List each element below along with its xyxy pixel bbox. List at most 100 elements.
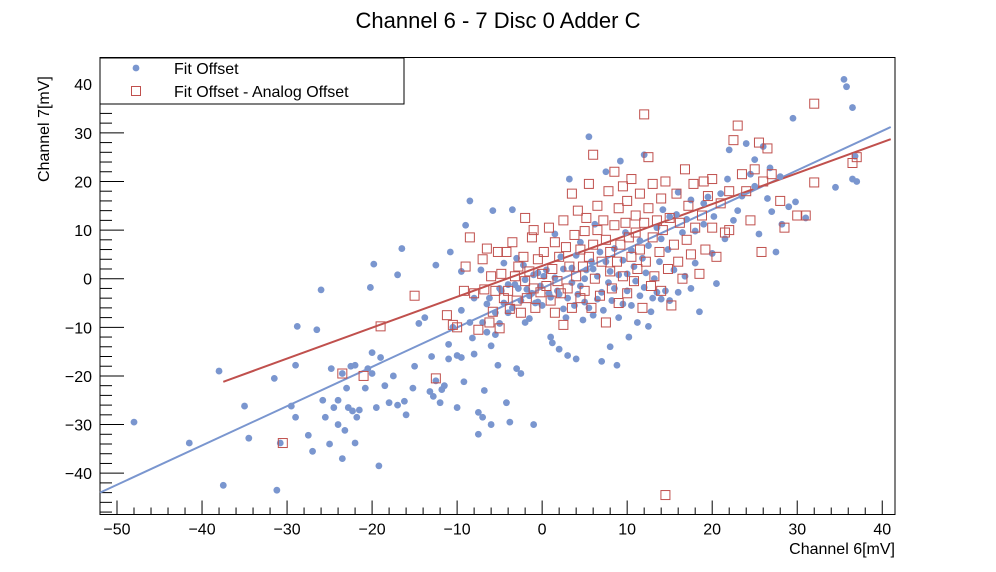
fit-offset-analog-offset-point [639, 217, 650, 228]
fit-offset-point [674, 188, 682, 196]
fit-offset-point [547, 293, 555, 301]
fit-offset-point [559, 305, 567, 313]
fit-offset-analog-offset-point [530, 302, 541, 313]
fit-offset-point [394, 271, 401, 279]
fit-offset-point [673, 211, 680, 218]
x-axis: −50 −40 −30 −20 −10 0 10 20 30 40 [99, 500, 891, 539]
fit-offset-point [679, 229, 686, 236]
fit-offset-point [768, 208, 776, 216]
fit-offset-analog-offset-point [526, 232, 537, 243]
fit-offset-point [479, 413, 487, 421]
fit-offset-analog-offset-point [666, 300, 677, 311]
fit-offset-analog-offset-point [513, 261, 524, 272]
fit-offset-point [429, 392, 437, 400]
fit-offset-point [474, 409, 482, 416]
fit-offset-point [598, 357, 606, 365]
y-tick-label: 20 [74, 174, 92, 191]
fit-offset-point [538, 302, 546, 309]
fit-offset-point [466, 197, 474, 205]
fit-offset-analog-offset-point [800, 210, 811, 221]
fit-offset-analog-offset-point [520, 212, 531, 223]
fit-offset-analog-offset-point [605, 266, 616, 277]
fit-offset-analog-offset-point [628, 276, 639, 287]
x-tick-label: −50 [103, 522, 130, 539]
y-tick-label: 30 [74, 126, 92, 143]
fit-offset-analog-offset-point [549, 307, 560, 318]
fit-offset-analog-offset-point [469, 288, 480, 299]
fit-offset-point [725, 146, 733, 154]
fit-offset-analog-offset-point [558, 319, 569, 330]
fit-offset-analog-offset-point [496, 268, 507, 279]
fit-offset-analog-offset-point [569, 229, 580, 240]
fit-offset-point [582, 266, 590, 274]
fit-offset-point [494, 361, 502, 369]
fit-offset-analog-offset-point [572, 205, 583, 216]
fit-offset-analog-offset-point [643, 152, 654, 163]
fit-offset-point [696, 308, 703, 316]
fit-offset-analog-offset-point [626, 251, 637, 262]
fit-offset-point [402, 411, 410, 419]
fit-offset-point [565, 175, 573, 183]
fit-offset-point [572, 355, 580, 363]
fit-offset-point [486, 294, 493, 302]
fit-offset-point [287, 402, 295, 410]
fit-offset-point [721, 235, 729, 243]
fit-offset-analog-offset-point [617, 181, 628, 192]
fit-offset-analog-offset-point [521, 293, 532, 304]
fit-offset-point [334, 421, 342, 428]
fit-offset-point [645, 322, 652, 330]
fit-offset-point [616, 157, 624, 165]
fit-offset-analog-offset-point [564, 261, 575, 272]
fit-offset-point [523, 286, 531, 293]
fit-offset-point [713, 280, 720, 287]
y-axis-label: Channel 7[mV] [36, 76, 53, 182]
fit-offset-point [355, 406, 363, 414]
fit-offset-analog-offset-point [518, 251, 529, 262]
fit-offset-point [605, 279, 612, 286]
fit-offset-analog-offset-point [492, 246, 503, 257]
fit-offset-analog-offset-point [656, 193, 667, 204]
fit-offset-analog-offset-point [598, 215, 609, 226]
fit-offset-point [710, 213, 718, 220]
fit-offset-point [832, 183, 839, 191]
fit-offset-analog-offset-point [647, 178, 658, 189]
fit-offset-point [691, 259, 699, 267]
fit-offset-analog-offset-point [707, 174, 718, 185]
fit-offset-point [317, 286, 325, 294]
fit-offset-analog-offset-point [547, 263, 558, 274]
fit-offset-analog-offset-point [594, 290, 605, 301]
fit-offset-point [581, 275, 589, 283]
fit-offset-point [628, 247, 635, 254]
fit-offset-point [474, 430, 482, 438]
fit-offset-analog-offset-point [504, 303, 515, 314]
fit-offset-analog-offset-point [486, 271, 497, 282]
fit-offset-point [506, 418, 514, 426]
fit-offset-point [628, 302, 635, 309]
fit-offset-analog-offset-point [779, 222, 790, 233]
y-tick-label: −40 [65, 466, 92, 483]
fit-offset-analog-offset-point [664, 212, 675, 223]
fit-offset-point [469, 334, 476, 342]
fit-offset-analog-offset-point [603, 186, 614, 197]
fit-offset-analog-offset-point [575, 244, 586, 255]
legend-label-fit-offset-analog-offset: Fit Offset - Analog Offset [174, 84, 349, 101]
fit-offset-analog-offset-point [753, 137, 764, 148]
fit-offset-point [351, 361, 359, 369]
fit-offset-analog-offset-point [651, 215, 662, 226]
fit-offset-analog-offset-point [588, 239, 599, 250]
fit-offset-point [483, 300, 491, 308]
x-tick-label: −40 [188, 522, 215, 539]
fit-offset-analog-offset-point [758, 176, 769, 187]
y-tick-label: −30 [65, 418, 92, 435]
fit-offset-point [460, 378, 468, 386]
fit-offset-analog-offset-point [592, 225, 603, 236]
fit-offset-point [415, 320, 423, 327]
fit-offset-analog-offset-point [630, 227, 641, 238]
fit-offset-analog-offset-point [640, 256, 651, 267]
fit-offset-analog-offset-point [592, 200, 603, 211]
legend-marker-fit-offset [132, 64, 140, 72]
fit-offset-analog-offset-point [736, 169, 747, 180]
fit-offset-analog-offset-point [634, 188, 645, 199]
fit-offset-analog-offset-point [724, 186, 735, 197]
